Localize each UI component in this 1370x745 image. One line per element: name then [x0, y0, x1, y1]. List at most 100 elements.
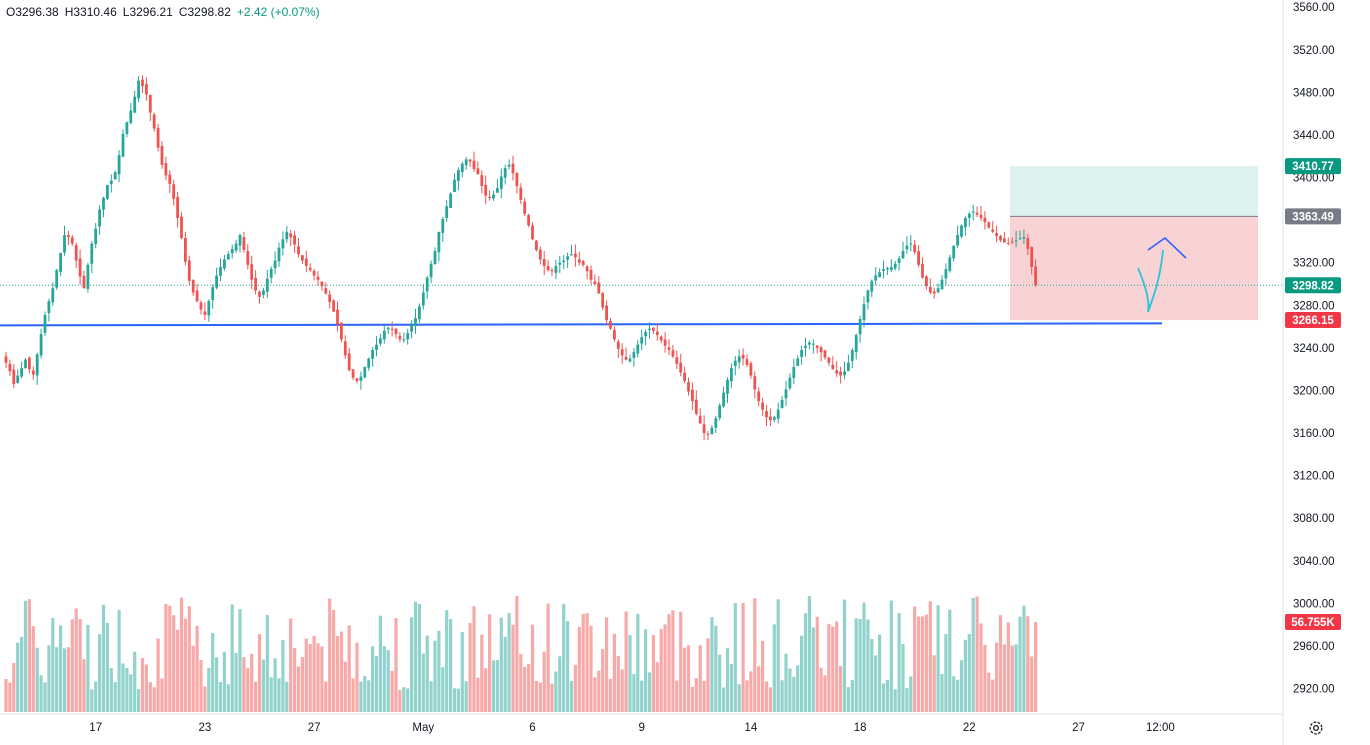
candle-body — [698, 415, 702, 424]
volume-bar — [168, 605, 172, 712]
candle-body — [593, 281, 597, 285]
candle-body — [152, 114, 156, 129]
volume-bar — [300, 657, 304, 712]
volume-bar — [468, 622, 472, 712]
volume-bar — [176, 629, 180, 712]
candle-body — [679, 362, 683, 373]
ohlc-high: H3310.46 — [64, 5, 117, 19]
freehand-drawing[interactable] — [1137, 249, 1164, 313]
candle-body — [632, 352, 636, 358]
volume-bar — [737, 684, 741, 712]
support-trendline[interactable] — [0, 322, 1163, 327]
candle-body — [601, 293, 605, 308]
price-tick-label: 3280.00 — [1293, 300, 1335, 312]
candle-body — [948, 257, 952, 271]
arrow-drawing[interactable] — [1147, 236, 1187, 259]
candle-body — [496, 188, 499, 193]
volume-bar — [874, 655, 878, 712]
candle-body — [878, 272, 881, 278]
candle-body — [609, 320, 612, 329]
volume-bar — [160, 678, 164, 712]
volume-bar — [959, 660, 964, 712]
candle-body — [675, 357, 679, 364]
candle-body — [406, 332, 410, 340]
candle-body — [55, 270, 59, 288]
candle-body — [421, 292, 425, 306]
volume-bar — [519, 654, 523, 712]
volume-bar — [694, 678, 698, 712]
volume-bar — [718, 654, 722, 712]
volume-bar — [831, 626, 835, 712]
volume-bar — [394, 618, 398, 712]
volume-bar — [963, 639, 967, 712]
candle-body — [964, 217, 967, 228]
candle-body — [928, 287, 932, 293]
volume-bar — [663, 624, 667, 712]
price-tag-label: 3298.82 — [1292, 280, 1334, 292]
candle-body — [893, 263, 897, 269]
volume-bar — [152, 687, 156, 712]
candle-body — [519, 187, 523, 200]
candle-body — [831, 364, 835, 370]
volume-bar — [897, 613, 901, 712]
volume-bar — [761, 640, 765, 712]
candle-body — [613, 330, 616, 340]
candle-body — [285, 231, 289, 240]
candle-body — [1010, 241, 1014, 243]
target-zone[interactable] — [1010, 166, 1258, 217]
volume-bar — [277, 678, 281, 712]
price-tag — [1285, 158, 1341, 175]
volume-bar — [944, 634, 948, 712]
candle-body — [184, 237, 187, 262]
candle-body — [70, 237, 74, 244]
volume-bar — [733, 603, 737, 712]
candle-body — [995, 233, 998, 237]
candle-body — [453, 179, 456, 192]
ohlc-change: +2.42 (+0.07%) — [236, 5, 320, 19]
volume-bar — [1022, 605, 1026, 712]
volume-bar — [410, 617, 414, 712]
candle-body — [472, 160, 476, 170]
price-tick-label: 3080.00 — [1293, 513, 1335, 525]
volume-bar — [589, 625, 593, 712]
gear-icon[interactable] — [1307, 719, 1325, 737]
ohlc-close: C3298.82 — [178, 5, 231, 19]
volume-bar — [101, 604, 106, 712]
candle-body — [238, 235, 242, 246]
volume-bar — [281, 639, 285, 712]
volume-bar — [324, 681, 328, 712]
stop-zone[interactable] — [1010, 216, 1258, 321]
candle-body — [488, 197, 491, 199]
volume-bar — [452, 688, 457, 712]
candle-body — [402, 339, 406, 341]
candle-body — [691, 389, 694, 402]
volume-bar — [862, 602, 866, 712]
candle-body — [67, 235, 70, 238]
price-tag-label: 3363.49 — [1292, 211, 1334, 223]
candle-body — [297, 246, 300, 255]
candle-body — [558, 262, 562, 265]
volume-bar — [659, 629, 663, 712]
time-tick-label: 18 — [854, 722, 867, 734]
candle-body — [351, 369, 355, 378]
candle-body — [145, 84, 148, 95]
volume-bar — [226, 684, 230, 712]
candle-body — [511, 163, 515, 174]
volume-bar — [156, 638, 160, 712]
volume-bar — [507, 613, 511, 712]
candle-body — [901, 251, 905, 259]
volume-bar — [339, 631, 343, 712]
candle-body — [324, 288, 328, 294]
volume-bar — [257, 634, 262, 712]
volume-bar — [683, 647, 687, 712]
candle-body — [281, 239, 285, 249]
volume-bar — [515, 595, 519, 712]
volume-bar — [698, 645, 702, 712]
volume-bar — [577, 626, 581, 712]
volume-bar — [293, 648, 297, 712]
volume-bar — [542, 651, 546, 712]
volume-bar — [355, 642, 359, 712]
price-tags: 3410.77 3363.49 3298.82 3266.15 56.755K — [1285, 158, 1341, 630]
candle-body — [702, 424, 706, 434]
